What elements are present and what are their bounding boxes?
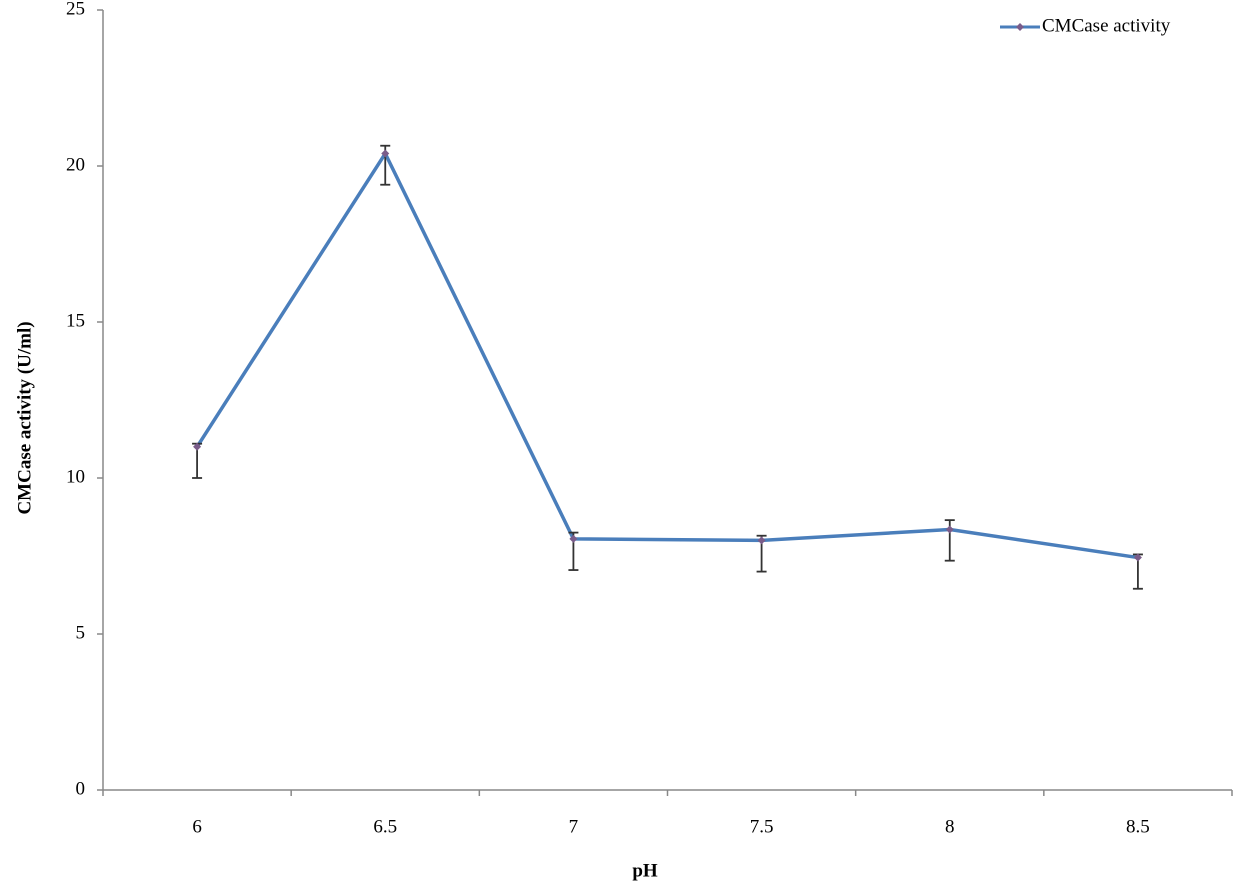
marker — [1133, 553, 1142, 562]
marker — [381, 149, 390, 158]
y-tick-label: 25 — [66, 0, 85, 19]
y-tick-label: 20 — [66, 154, 85, 175]
y-tick-label: 15 — [66, 310, 85, 331]
marker — [945, 525, 954, 534]
y-tick-label: 0 — [76, 778, 86, 799]
marker — [569, 534, 578, 543]
x-axis-label: pH — [632, 860, 658, 881]
y-axis-label: CMCase activity (U/ml) — [14, 321, 35, 514]
legend-marker — [1016, 23, 1024, 31]
marker — [193, 442, 202, 451]
x-tick-label: 7 — [569, 816, 579, 837]
x-tick-label: 8.5 — [1126, 816, 1150, 837]
x-tick-label: 8 — [945, 816, 955, 837]
x-tick-label: 7.5 — [750, 816, 774, 837]
y-tick-label: 10 — [66, 466, 85, 487]
y-tick-label: 5 — [76, 622, 86, 643]
x-tick-label: 6 — [192, 816, 202, 837]
marker — [757, 536, 766, 545]
data-line — [195, 151, 1139, 560]
x-tick-label: 6.5 — [373, 816, 397, 837]
legend-label: CMCase activity — [1042, 15, 1171, 36]
